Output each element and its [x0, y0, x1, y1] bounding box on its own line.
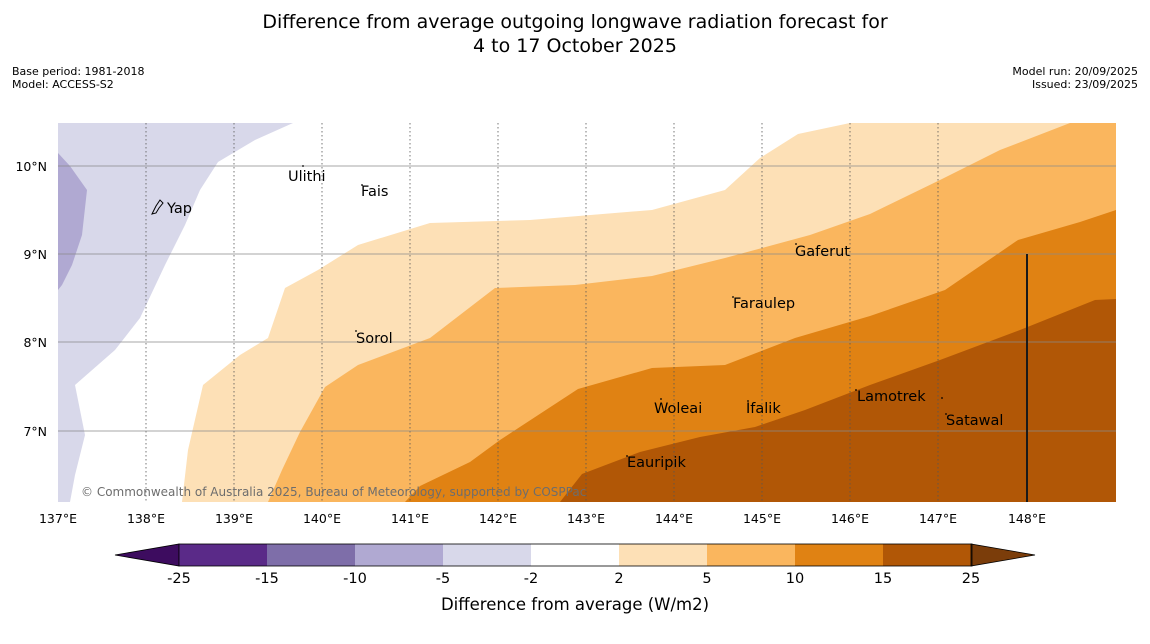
base-period-text: Base period: 1981-2018 [12, 65, 145, 78]
title-line-1: Difference from average outgoing longwav… [262, 11, 888, 33]
lon-label-145e: 145°E [743, 511, 781, 526]
lon-label-138e: 138°E [127, 511, 165, 526]
cbar-tick-minus15: -15 [255, 571, 279, 587]
island-dots [302, 165, 947, 457]
place-ifalik: Ifalik [746, 401, 781, 417]
colorbar: -25 -15 -10 -5 -2 2 5 10 15 25 Differenc… [114, 543, 1036, 614]
yap-island-outline [151, 199, 164, 215]
colorbar-frame [178, 543, 973, 567]
place-woleai: Woleai [654, 401, 702, 417]
title-line-2: 4 to 17 October 2025 [473, 35, 677, 57]
place-ulithi: Ulithi [288, 169, 326, 185]
colorbar-swatch [619, 544, 708, 566]
lon-label-144e: 144°E [655, 511, 693, 526]
longitude-axis-labels: 137°E 138°E 139°E 140°E 141°E 142°E 143°… [39, 511, 1046, 526]
cbar-tick-minus10: -10 [343, 571, 367, 587]
issued-text: Issued: 23/09/2025 [1031, 78, 1138, 91]
colorbar-swatch [355, 544, 444, 566]
copyright-text: © Commonwealth of Australia 2025, Bureau… [81, 485, 586, 499]
cbar-tick-15: 15 [874, 571, 892, 587]
place-satawal: Satawal [946, 413, 1003, 429]
place-faraulep: Faraulep [733, 296, 795, 312]
map-title: Difference from average outgoing longwav… [0, 10, 1150, 58]
cbar-tick-minus25: -25 [167, 571, 191, 587]
place-lamotrek: Lamotrek [857, 389, 926, 405]
place-yap: Yap [166, 201, 192, 217]
colorbar-swatch [443, 544, 532, 566]
lat-label-8n: 8°N [23, 335, 47, 350]
colorbar-swatch [883, 544, 972, 566]
place-eauripik: Eauripik [627, 455, 686, 471]
lon-label-140e: 140°E [303, 511, 341, 526]
cbar-tick-2: 2 [614, 571, 623, 587]
map-panel: Ulithi Fais Yap Gaferut Faraulep Sorol W… [58, 123, 1116, 502]
colorbar-swatch [795, 544, 884, 566]
model-run-text: Model run: 20/09/2025 [1012, 65, 1138, 78]
model-info: Base period: 1981-2018 Model: ACCESS-S2 [12, 65, 144, 91]
cbar-tick-minus2: -2 [524, 571, 538, 587]
cbar-tick-25: 25 [962, 571, 980, 587]
cbar-tick-5: 5 [702, 571, 711, 587]
colorbar-swatch [267, 544, 356, 566]
cbar-tick-10: 10 [786, 571, 804, 587]
lon-label-148e: 148°E [1008, 511, 1046, 526]
lon-gridlines [145, 123, 939, 502]
lat-gridlines [58, 165, 1116, 432]
colorbar-swatch [179, 544, 268, 566]
latitude-axis-labels: 10°N 9°N 8°N 7°N [15, 159, 47, 439]
lon-label-141e: 141°E [391, 511, 429, 526]
contour-band-15-to-25 [560, 299, 1116, 502]
lon-label-146e: 146°E [831, 511, 869, 526]
place-sorol: Sorol [356, 331, 393, 347]
contour-band-minus2-to-minus5 [58, 123, 293, 502]
lon-label-142e: 142°E [479, 511, 517, 526]
colorbar-extend-low [114, 543, 180, 567]
place-gaferut: Gaferut [795, 244, 850, 260]
lat-label-7n: 7°N [23, 424, 47, 439]
lon-label-147e: 147°E [919, 511, 957, 526]
place-fais: Fais [361, 184, 388, 200]
lon-label-139e: 139°E [215, 511, 253, 526]
lon-label-143e: 143°E [567, 511, 605, 526]
colorbar-extend-high [970, 543, 1036, 567]
lat-label-10n: 10°N [15, 159, 47, 174]
colorbar-swatch [531, 544, 620, 566]
lat-label-9n: 9°N [23, 247, 47, 262]
colorbar-swatches [114, 543, 1036, 567]
model-text: Model: ACCESS-S2 [12, 78, 114, 91]
colorbar-label: Difference from average (W/m2) [441, 595, 709, 614]
contour-band-minus5-to-minus10 [58, 153, 87, 290]
colorbar-ticks: -25 -15 -10 -5 -2 2 5 10 15 25 [167, 571, 980, 587]
cbar-tick-minus5: -5 [436, 571, 450, 587]
lon-label-137e: 137°E [39, 511, 77, 526]
colorbar-swatch [707, 544, 796, 566]
run-info: Model run: 20/09/2025 Issued: 23/09/2025 [1012, 65, 1138, 91]
